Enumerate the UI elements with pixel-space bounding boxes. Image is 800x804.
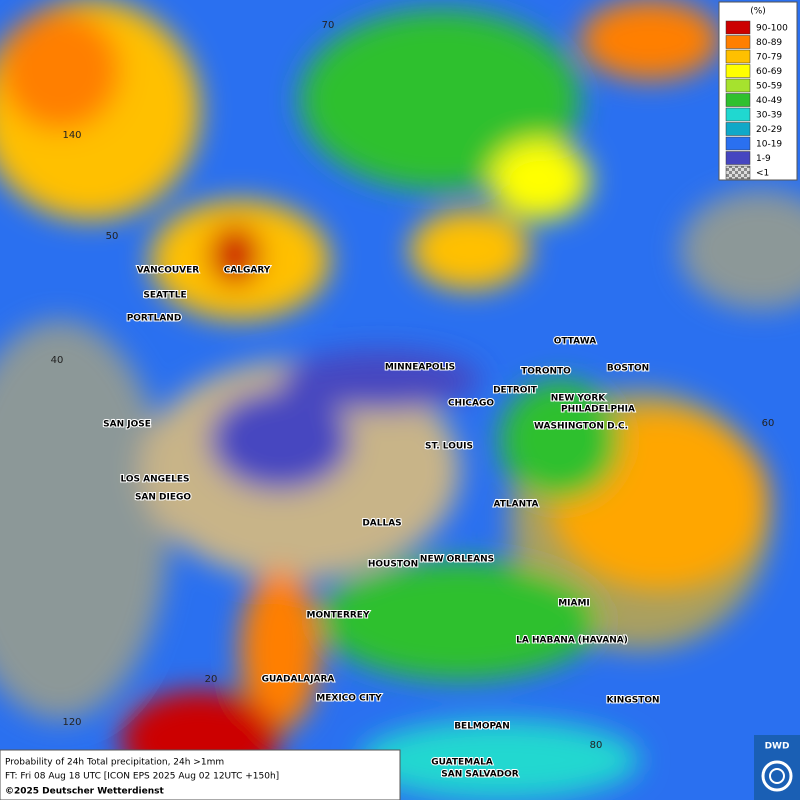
city-label: SAN JOSE (103, 420, 151, 430)
grid-label: 80 (590, 740, 603, 751)
legend-swatch (725, 35, 751, 49)
grid-label: 50 (106, 231, 119, 242)
city-label: MINNEAPOLIS (385, 363, 455, 373)
city-label: PHILADELPHIA (561, 405, 635, 415)
city-label: SEATTLE (143, 291, 186, 301)
legend-swatch (725, 165, 751, 180)
legend-label: 90-100 (756, 24, 788, 34)
city-label: MIAMI (558, 599, 590, 609)
legend-label: 60-69 (756, 67, 782, 77)
legend-swatch (725, 49, 751, 64)
city-label: ATLANTA (493, 500, 538, 510)
footer-line: FT: Fri 08 Aug 18 UTC [ICON EPS 2025 Aug… (5, 772, 279, 782)
legend-swatch (725, 64, 751, 78)
city-label: DETROIT (493, 386, 538, 396)
city-label: SAN SALVADOR (441, 770, 518, 780)
city-label: NEW ORLEANS (420, 555, 494, 565)
city-label: PORTLAND (127, 314, 182, 324)
legend-swatch (725, 122, 751, 136)
grid-label: 70 (322, 20, 335, 31)
legend-label: 1-9 (756, 154, 771, 164)
legend-swatch (725, 78, 751, 93)
legend-label: 20-29 (756, 125, 782, 135)
city-label: ST. LOUIS (425, 442, 473, 452)
city-label: LA HABANA (HAVANA) (516, 636, 628, 646)
legend-swatch (725, 93, 751, 107)
legend-swatch (725, 20, 751, 35)
legend-label: 80-89 (756, 38, 782, 48)
city-label: CALGARY (224, 266, 271, 276)
city-labels: VANCOUVER CALGARY SEATTLE PORTLAND MINNEAPOL… (102, 265, 660, 781)
legend-label: 30-39 (756, 111, 782, 121)
city-label: NEW YORK (551, 394, 607, 404)
city-label: MEXICO CITY (316, 694, 382, 704)
city-label: CHICAGO (448, 399, 494, 409)
city-label: HOUSTON (368, 560, 418, 570)
legend: (%) 90-100 80-89 70-79 60-69 50-59 40-49 30-39… (718, 1, 798, 181)
legend-label: 40-49 (756, 96, 782, 106)
city-label: BELMOPAN (454, 722, 510, 732)
legend-label: <1 (756, 169, 769, 179)
city-label: MONTERREY (307, 611, 370, 621)
grid-label: 40 (51, 355, 64, 366)
logo: DWD (754, 735, 800, 800)
city-label: WASHINGTON D.C. (534, 422, 628, 432)
logo-text: DWD (765, 742, 790, 752)
legend-label: 70-79 (756, 53, 782, 63)
city-label: OTTAWA (554, 337, 597, 347)
grid-label: 120 (62, 717, 81, 728)
city-label: LOS ANGELES (120, 475, 189, 485)
footer-line: Probability of 24h Total precipitation, … (5, 758, 224, 768)
legend-swatch (725, 107, 751, 122)
city-label: DALLAS (362, 519, 401, 529)
footer: Probability of 24h Total precipitation, … (0, 749, 401, 801)
city-label: VANCOUVER (137, 266, 200, 276)
city-label: BOSTON (607, 364, 649, 374)
grid-label: 20 (205, 674, 218, 685)
city-label: TORONTO (521, 367, 571, 377)
legend-label: 50-59 (756, 82, 782, 92)
grid-label: 60 (762, 418, 775, 429)
city-label: KINGSTON (606, 696, 659, 706)
grid-label: 140 (62, 130, 81, 141)
legend-swatch (725, 151, 751, 165)
legend-label: 10-19 (756, 140, 782, 150)
city-label: GUATEMALA (431, 758, 493, 768)
city-label: SAN DIEGO (135, 493, 191, 503)
grid-labels: 70 140 50 40 60 20 120 80 (51, 20, 775, 751)
legend-title: (%) (750, 7, 766, 17)
legend-swatch (725, 136, 751, 151)
city-label: GUADALAJARA (262, 675, 335, 685)
footer-line: ©2025 Deutscher Wetterdienst (5, 787, 164, 797)
